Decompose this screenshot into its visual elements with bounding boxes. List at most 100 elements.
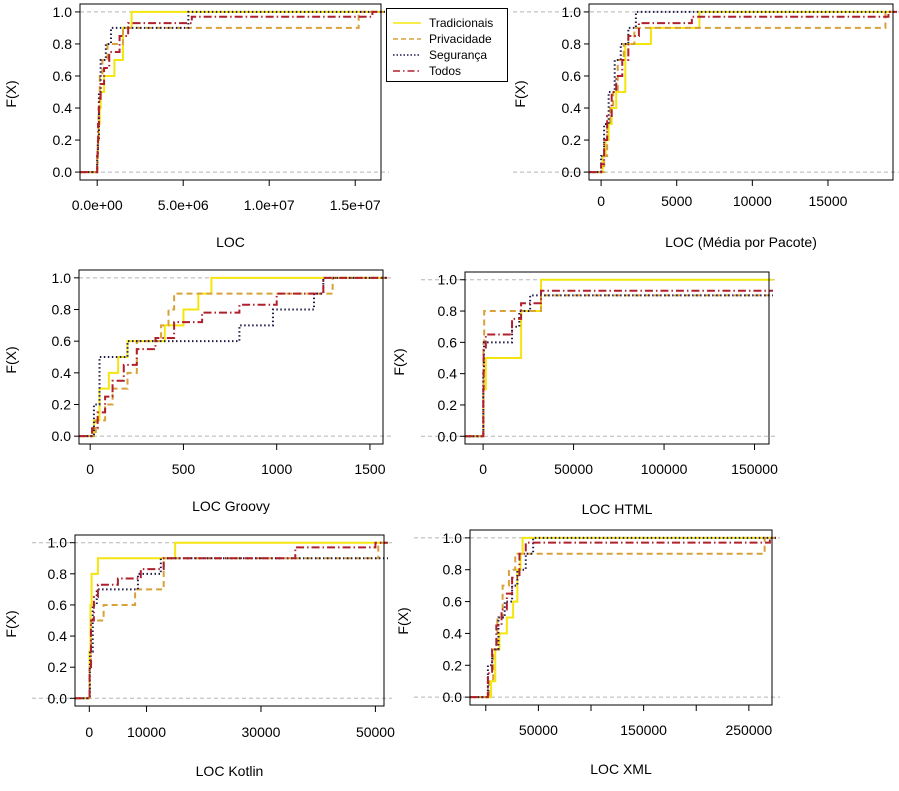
y-tick-label: 0.0 [438, 428, 458, 444]
y-axis-label: F(X) [391, 348, 407, 375]
x-tick-label: 10000 [733, 193, 772, 209]
y-tick-label: 0.0 [443, 689, 463, 705]
y-tick-label: 0.8 [53, 36, 73, 52]
y-tick-label: 1.0 [52, 270, 72, 286]
chart-panel-1: 0.0 0.2 0.4 0.6 0.8 1.0 0.0e+00 5.0e+06 1.0e+07 1… [3, 3, 389, 250]
y-tick-label: 0.8 [438, 303, 458, 319]
x-tick-label: 1000 [261, 461, 292, 477]
y-axis-label: F(X) [3, 610, 19, 637]
y-axis-label: F(X) [395, 607, 411, 634]
y-tick-label: 1.0 [438, 272, 458, 288]
y-tick-label: 1.0 [48, 535, 68, 551]
y-tick-label: 0.6 [48, 597, 68, 613]
x-tick-label: 50000 [554, 461, 593, 477]
x-axis-label: LOC Groovy [192, 498, 270, 514]
legend-item-privacidade: Privacidade [393, 32, 492, 46]
legend-item-seguranca: Segurança [393, 48, 487, 62]
legend-swatch-seguranca [393, 54, 421, 56]
x-tick-label: 150000 [620, 722, 667, 738]
y-tick-label: 0.2 [443, 657, 463, 673]
series-line-privacidade [465, 294, 773, 438]
y-tick-label: 0.2 [562, 132, 582, 148]
y-tick-label: 0.6 [562, 68, 582, 84]
series-line-todos [589, 10, 897, 174]
series-line-segurana [79, 276, 387, 438]
legend-item-tradicionais: Tradicionais [393, 16, 493, 30]
chart-panel-2: 0.0 0.2 0.4 0.6 0.8 1.0 0 5000 10000 15000 LOC (Mé… [512, 3, 899, 250]
chart-panel-4: 0.0 0.2 0.4 0.6 0.8 1.0 0 50000 100000 150000 LOC … [391, 271, 778, 517]
x-tick-label: 5000 [661, 193, 692, 209]
x-axis-label: LOC [216, 234, 245, 250]
series-line-segurana [465, 294, 773, 438]
y-tick-label: 0.6 [53, 68, 73, 84]
y-axis-label: F(X) [3, 346, 19, 373]
y-tick-label: 0.6 [438, 334, 458, 350]
series-line-privacidade [75, 541, 388, 700]
x-tick-label: 0 [86, 461, 94, 477]
y-axis-label: F(X) [512, 80, 528, 107]
series-line-tradicionais [465, 278, 773, 438]
y-tick-label: 0.0 [52, 428, 72, 444]
chart-panel-3: 0.0 0.2 0.4 0.6 0.8 1.0 0 500 1000 1500 LOC Groovy… [3, 269, 391, 514]
series-line-todos [465, 289, 773, 438]
legend-swatch-todos [393, 70, 421, 72]
x-axis-label: LOC HTML [582, 501, 653, 517]
y-tick-label: 0.6 [443, 594, 463, 610]
series-line-todos [470, 536, 776, 699]
plot-frame [74, 534, 385, 707]
y-tick-label: 0.4 [438, 366, 458, 382]
legend-swatch-privacidade [393, 38, 421, 40]
series-line-todos [79, 276, 387, 438]
y-tick-label: 0.4 [52, 365, 72, 381]
y-tick-label: 1.0 [562, 4, 582, 20]
y-tick-label: 0.8 [52, 301, 72, 317]
y-tick-label: 0.0 [53, 164, 73, 180]
x-tick-label: 0.0e+00 [72, 197, 123, 213]
y-tick-label: 0.2 [48, 659, 68, 675]
plot-frame [78, 269, 384, 445]
y-tick-label: 0.4 [443, 625, 463, 641]
y-tick-label: 0.2 [53, 132, 73, 148]
x-tick-label: 1500 [354, 461, 385, 477]
legend-item-todos: Todos [393, 64, 461, 78]
series-line-tradicionais [75, 541, 388, 700]
y-axis-label: F(X) [3, 80, 19, 107]
x-tick-label: 15000 [808, 193, 847, 209]
x-tick-label: 0 [479, 461, 487, 477]
series-line-todos [80, 10, 385, 174]
y-tick-label: 0.4 [562, 100, 582, 116]
chart-panel-5: 0.0 0.2 0.4 0.6 0.8 1.0 0 10000 30000 50000 LOC Ko… [3, 534, 395, 779]
y-tick-label: 0.8 [443, 562, 463, 578]
y-tick-label: 0.6 [52, 333, 72, 349]
x-tick-label: 250000 [725, 722, 772, 738]
x-tick-label: 1.5e+07 [330, 197, 381, 213]
x-tick-label: 100000 [641, 461, 688, 477]
y-tick-label: 0.8 [562, 36, 582, 52]
y-tick-label: 0.0 [562, 164, 582, 180]
y-tick-label: 0.2 [438, 397, 458, 413]
legend-label: Privacidade [429, 32, 492, 46]
x-axis-label: LOC (Média por Pacote) [665, 234, 817, 250]
series-line-privacidade [589, 10, 897, 174]
plot-frame [464, 271, 770, 445]
x-axis-label: LOC XML [590, 761, 652, 777]
x-tick-label: 50000 [356, 724, 395, 740]
y-tick-label: 0.8 [48, 566, 68, 582]
plot-frame [588, 3, 894, 181]
y-tick-label: 1.0 [53, 4, 73, 20]
x-tick-label: 500 [172, 461, 196, 477]
series-line-todos [75, 541, 388, 700]
y-tick-label: 0.4 [48, 628, 68, 644]
x-tick-label: 0 [85, 724, 93, 740]
legend-label: Segurança [429, 48, 488, 62]
y-tick-label: 1.0 [443, 530, 463, 546]
legend: Tradicionais Privacidade Segurança Todos [386, 8, 508, 82]
y-tick-label: 0.4 [53, 100, 73, 116]
chart-panel-6: 0.0 0.2 0.4 0.6 0.8 1.0 50000 150000 250000 LOC X… [395, 529, 780, 777]
y-tick-label: 0.0 [48, 690, 68, 706]
series-line-privacidade [470, 536, 776, 699]
x-tick-label: 5.0e+06 [158, 197, 209, 213]
legend-label: Todos [429, 64, 462, 78]
x-tick-label: 30000 [242, 724, 281, 740]
